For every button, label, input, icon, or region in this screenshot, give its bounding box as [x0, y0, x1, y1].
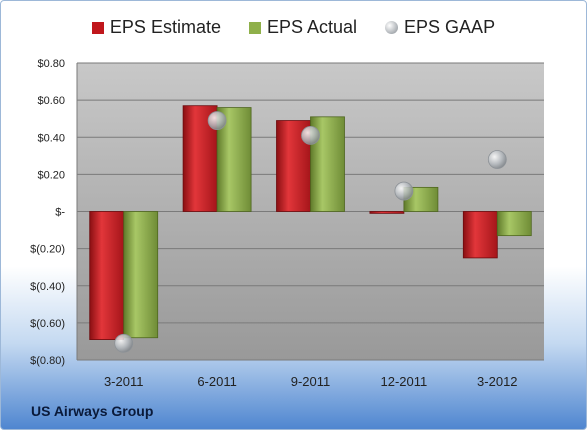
x-category-label: 6-2011	[197, 374, 237, 389]
x-category-label: 9-2011	[291, 374, 331, 389]
y-tick-label: $0.60	[37, 95, 65, 107]
marker-eps-gaap	[114, 333, 134, 353]
legend-swatch-estimate	[91, 21, 104, 34]
marker-eps-gaap	[487, 150, 507, 169]
y-tick-label: $(0.40)	[30, 281, 65, 293]
x-axis-categories: 3-2011 6-2011 9-2011 12-2011 3-2012	[104, 374, 518, 389]
x-category-label: 12-2011	[381, 374, 428, 389]
company-name: US Airways Group	[31, 403, 154, 419]
legend: EPS Estimate EPS Actual EPS GAAP	[1, 17, 586, 38]
legend-label-actual: EPS Actual	[266, 17, 358, 37]
marker-eps-gaap	[301, 125, 320, 145]
y-axis-ticks: $0.80 $0.60 $0.40 $0.20 $- $(0.20) $(0.40) $(0.…	[30, 58, 65, 367]
legend-label-gaap: EPS GAAP	[404, 17, 496, 37]
bar-eps-actual	[496, 211, 532, 237]
y-tick-label: $-	[55, 207, 65, 219]
bar-eps-actual	[123, 211, 159, 339]
y-tick-label: $0.20	[37, 169, 65, 181]
bar-eps-estimate	[369, 211, 405, 214]
marker-eps-gaap	[394, 181, 414, 201]
legend-label-estimate: EPS Estimate	[109, 17, 221, 37]
y-tick-label: $(0.60)	[30, 318, 65, 330]
legend-item-gaap: EPS GAAP	[385, 17, 495, 38]
legend-item-actual: EPS Actual	[248, 17, 358, 38]
y-tick-label: $0.40	[37, 132, 65, 144]
bar-eps-estimate	[89, 211, 125, 340]
legend-swatch-gaap	[385, 21, 399, 34]
legend-swatch-actual	[248, 21, 261, 34]
x-category-label: 3-2011	[104, 374, 144, 389]
legend-item-estimate: EPS Estimate	[91, 17, 221, 38]
gaap-markers	[114, 111, 507, 353]
y-tick-label: $(0.20)	[30, 244, 65, 256]
marker-eps-gaap	[207, 111, 227, 130]
x-category-label: 3-2012	[477, 374, 517, 389]
y-tick-label: $0.80	[37, 58, 65, 70]
y-tick-label: $(0.80)	[30, 355, 65, 367]
bar-eps-estimate	[462, 211, 498, 259]
